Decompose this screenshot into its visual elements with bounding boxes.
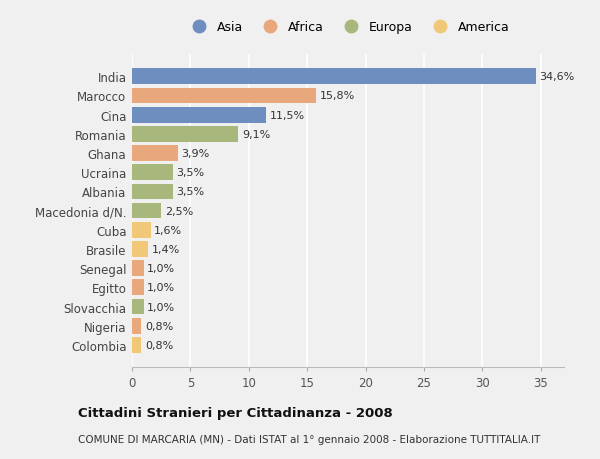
- Bar: [132, 203, 161, 219]
- Bar: [132, 318, 142, 334]
- Text: 1,0%: 1,0%: [147, 283, 175, 293]
- Text: 1,6%: 1,6%: [154, 225, 182, 235]
- Text: 3,9%: 3,9%: [181, 149, 209, 159]
- Bar: [132, 127, 238, 142]
- Bar: [132, 261, 143, 276]
- Bar: [132, 280, 143, 296]
- Bar: [132, 223, 151, 238]
- Bar: [132, 69, 536, 85]
- Text: 1,4%: 1,4%: [152, 245, 180, 254]
- Text: 0,8%: 0,8%: [145, 340, 173, 350]
- Text: 0,8%: 0,8%: [145, 321, 173, 331]
- Text: 9,1%: 9,1%: [242, 129, 270, 140]
- Bar: [132, 337, 142, 353]
- Text: 3,5%: 3,5%: [176, 187, 205, 197]
- Text: Cittadini Stranieri per Cittadinanza - 2008: Cittadini Stranieri per Cittadinanza - 2…: [78, 406, 393, 419]
- Bar: [132, 241, 148, 257]
- Text: COMUNE DI MARCARIA (MN) - Dati ISTAT al 1° gennaio 2008 - Elaborazione TUTTITALI: COMUNE DI MARCARIA (MN) - Dati ISTAT al …: [78, 434, 541, 444]
- Bar: [132, 107, 266, 123]
- Bar: [132, 184, 173, 200]
- Bar: [132, 146, 178, 162]
- Bar: [132, 89, 316, 104]
- Legend: Asia, Africa, Europa, America: Asia, Africa, Europa, America: [183, 17, 513, 38]
- Text: 15,8%: 15,8%: [320, 91, 355, 101]
- Text: 11,5%: 11,5%: [270, 111, 305, 120]
- Text: 34,6%: 34,6%: [539, 72, 575, 82]
- Text: 3,5%: 3,5%: [176, 168, 205, 178]
- Text: 1,0%: 1,0%: [147, 263, 175, 274]
- Bar: [132, 299, 143, 315]
- Text: 1,0%: 1,0%: [147, 302, 175, 312]
- Text: 2,5%: 2,5%: [164, 206, 193, 216]
- Bar: [132, 165, 173, 181]
